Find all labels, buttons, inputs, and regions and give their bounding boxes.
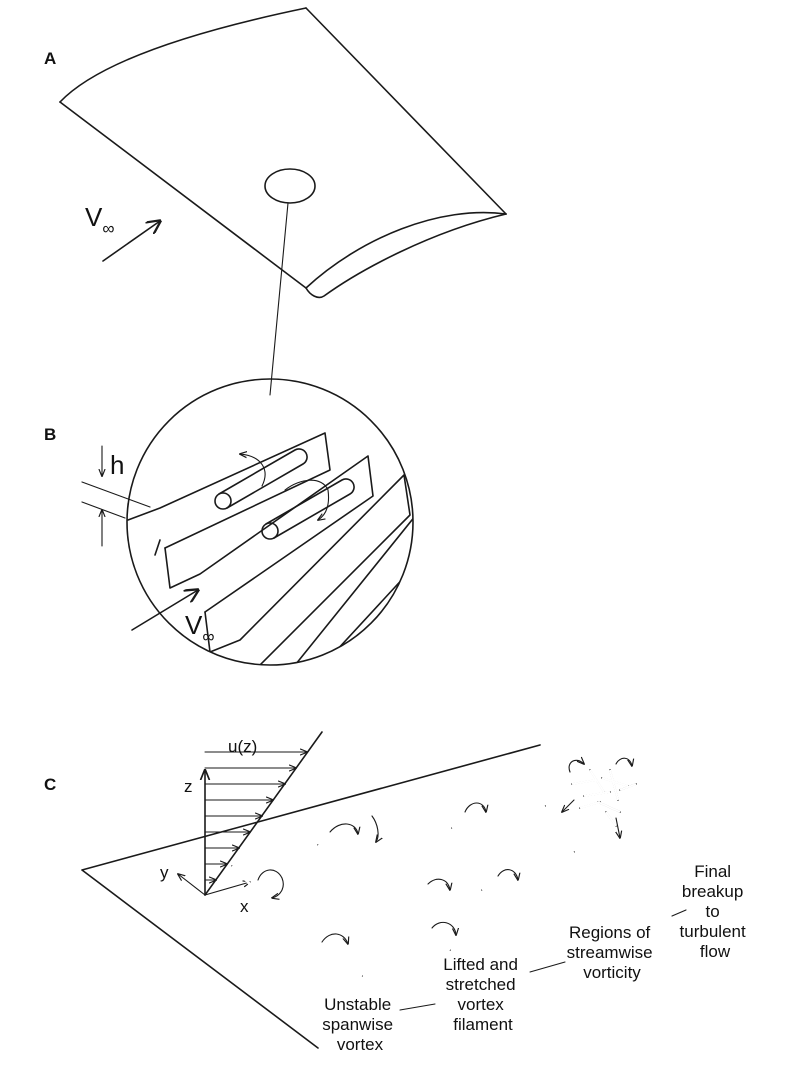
panel-a-label: A [44,49,56,68]
freestream-velocity-b: V∞ [131,590,214,646]
vortex-unstable-spanwise [230,864,363,978]
velocity-profile: u(z) [205,731,323,896]
airfoil-wing [59,7,507,299]
ribbed-surface [127,432,413,665]
panel-b: B h [44,378,414,666]
caption-final-breakup: Final breakup to turbulent flow [680,862,751,961]
caption-unstable-spanwise-vortex: Unstable spanwise vortex [322,995,398,1054]
vortex-lifted-stretched [317,815,456,952]
height-label: h [110,450,124,480]
caption-lifted-stretched-filament: Lifted and stretched vortex filament [443,955,522,1034]
rotation-arrow-icon [329,823,358,834]
coordinate-axes: z y x [160,777,250,916]
caption-streamwise-vorticity: Regions of streamwise vorticity [567,923,658,982]
ejection-arrow-icon [562,799,575,812]
velocity-subscript-b: ∞ [202,627,214,646]
magnified-view-circle [126,378,414,666]
svg-text:V∞: V∞ [85,202,114,238]
freestream-arrow-icon [102,221,160,262]
axis-z-label: z [184,777,193,796]
rotation-arrow-icon [568,760,584,773]
panel-c-label: C [44,775,56,794]
detail-region-circle [264,168,316,204]
panel-c: C u(z) z y x [44,731,751,1054]
stage-leader-lines [399,909,687,1011]
rotation-arrow-icon [371,815,378,842]
turbulent-breakup-cluster [562,757,637,838]
rotation-arrows [240,454,330,520]
zoom-leader-line [269,202,289,396]
svg-text:V∞: V∞ [185,610,214,646]
rotation-arrow-icon [615,757,632,766]
axis-x-label: x [240,897,249,916]
flat-plate [81,744,541,1049]
freestream-arrow-icon [131,590,198,631]
rotation-arrow-icon [464,802,486,812]
axis-y-label: y [160,863,169,882]
velocity-symbol-b: V [185,610,203,640]
streamwise-vortex-regions [451,802,575,892]
rotation-arrow-icon [497,869,518,880]
rotation-arrow-icon [321,933,348,944]
velocity-symbol-a: V [85,202,103,232]
rotation-arrow-icon [240,454,266,487]
rotation-arrow-icon [431,921,456,935]
rotation-arrow-icon [284,479,330,520]
rotation-arrow-icon [257,869,284,898]
ejection-arrow-icon [616,817,620,838]
stage-captions: Unstable spanwise vortex Lifted and stre… [322,862,751,1054]
panel-a: A V∞ [44,7,507,396]
panel-b-label: B [44,425,56,444]
height-dimension: h [81,445,151,547]
rotation-arrow-icon [427,878,450,890]
velocity-subscript-a: ∞ [102,219,114,238]
spanwise-vortex-tubes [214,448,355,540]
profile-label: u(z) [228,737,257,756]
freestream-velocity-a: V∞ [85,202,160,262]
